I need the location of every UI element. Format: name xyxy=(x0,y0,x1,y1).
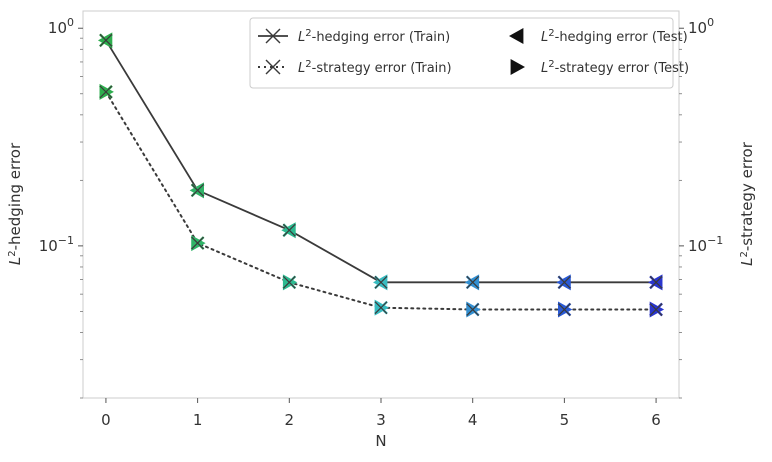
y-tick-label-left: 100 xyxy=(48,16,74,37)
legend-marker-strategy-train xyxy=(265,59,281,75)
legend-marker-strategy-test xyxy=(510,59,525,75)
y-axis-title-left: L2-hedging error xyxy=(6,142,24,265)
legend-label-strategy-test: L2-strategy error (Test) xyxy=(541,59,689,76)
x-tick-label: 4 xyxy=(468,411,478,429)
legend-marker-hedging-train xyxy=(265,28,281,44)
y-axis-title-right: L2-strategy error xyxy=(738,141,756,266)
train-point-x xyxy=(466,275,480,289)
legend: L2-hedging error (Train) L2-strategy erro… xyxy=(249,17,689,89)
train-point-x xyxy=(99,85,113,99)
x-tick-label: 0 xyxy=(101,411,111,429)
x-tick-label: 1 xyxy=(193,411,203,429)
y-tick-label-right: 100 xyxy=(688,16,714,37)
y-tick-label-right: 10−1 xyxy=(688,234,723,255)
legend-label-strategy-train: L2-strategy error (Train) xyxy=(298,59,452,76)
x-tick-label: 3 xyxy=(376,411,386,429)
train-point-x xyxy=(374,275,388,289)
train-point-x xyxy=(557,303,571,316)
train-point-x xyxy=(191,236,205,250)
legend-marker-hedging-test xyxy=(509,28,524,44)
legend-label-hedging-train: L2-hedging error (Train) xyxy=(298,28,450,45)
train-point-x xyxy=(282,275,296,289)
x-axis-title: N xyxy=(375,432,386,450)
train-point-x xyxy=(374,301,388,315)
axes-layer: 0 1 2 3 4 5 6 100 100 10−1 10−1 xyxy=(39,16,724,429)
x-tick-label: 6 xyxy=(651,411,661,429)
x-tick-label: 5 xyxy=(560,411,570,429)
legend-box xyxy=(249,17,674,89)
x-tick-label: 2 xyxy=(285,411,295,429)
train-point-x xyxy=(649,275,663,289)
y-tick-label-left: 10−1 xyxy=(39,234,74,255)
train-point-x xyxy=(557,275,571,289)
train-point-x xyxy=(466,303,480,316)
train-point-x xyxy=(191,183,205,197)
train-point-x xyxy=(282,223,296,237)
legend-label-hedging-test: L2-hedging error (Test) xyxy=(541,28,688,45)
train-point-x xyxy=(99,33,113,47)
points-layer xyxy=(97,32,665,318)
train-point-x xyxy=(649,303,663,316)
